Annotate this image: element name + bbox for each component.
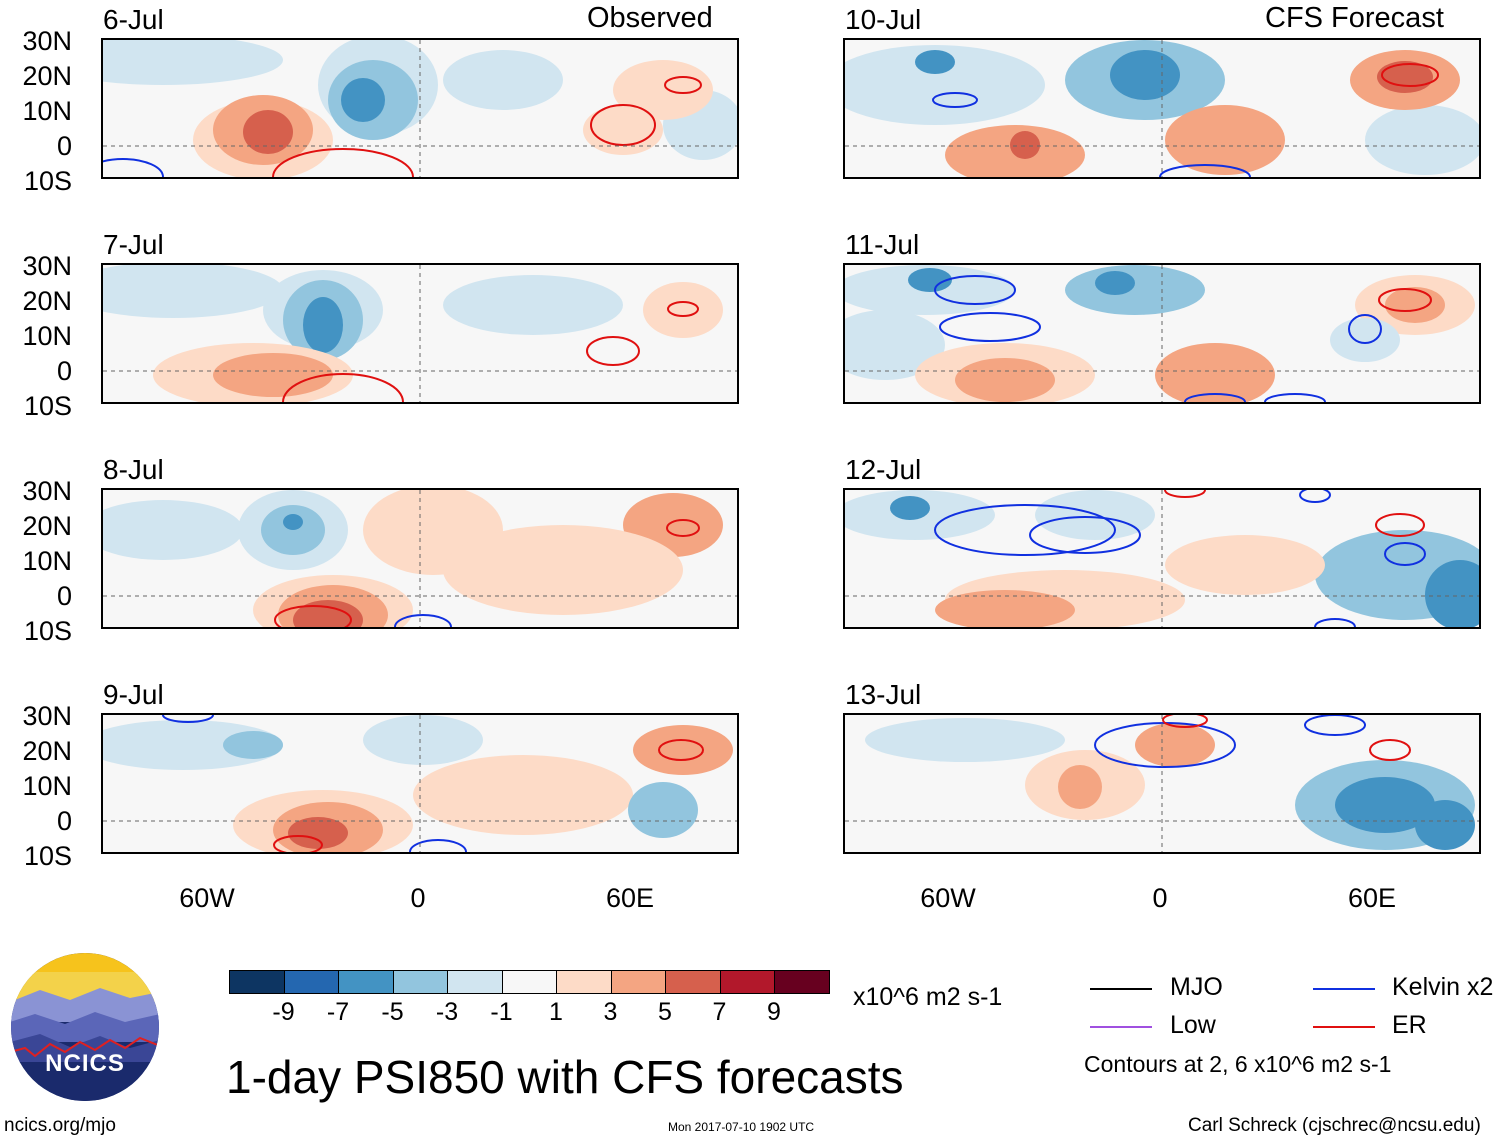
lat-label: 20N xyxy=(22,286,72,316)
lat-label: 30N xyxy=(22,701,72,731)
lon-label: 0 xyxy=(410,883,426,913)
logo-text: NCICS xyxy=(45,1050,125,1077)
colorbar-cell xyxy=(501,970,557,994)
date-label: 6-Jul xyxy=(103,4,164,35)
colorbar-tick-label: 3 xyxy=(603,998,618,1026)
lat-label: 10N xyxy=(22,321,72,351)
map-panel-observed-1 xyxy=(101,38,739,179)
lat-label: 10N xyxy=(22,771,72,801)
colorbar-tick-label: 1 xyxy=(549,998,563,1026)
lat-label: 30N xyxy=(22,26,72,56)
main-title: 1-day PSI850 with CFS forecasts xyxy=(226,1051,904,1103)
lon-label: 60E xyxy=(605,883,655,913)
legend-label-kelvin: Kelvin x2 xyxy=(1392,973,1494,1001)
colorbar-cell xyxy=(283,970,339,994)
map-panel-observed-2 xyxy=(101,263,739,404)
footer-url: ncics.org/mjo xyxy=(4,1115,116,1136)
colorbar-tick-label: 5 xyxy=(658,998,672,1026)
colorbar-tick-label: -7 xyxy=(326,998,350,1026)
date-label: 8-Jul xyxy=(103,454,164,485)
colorbar-cell xyxy=(447,970,503,994)
lat-label: 20N xyxy=(22,61,72,91)
colorbar-cell xyxy=(556,970,612,994)
footer-credit: Carl Schreck (cjschrec@ncsu.edu) xyxy=(1188,1115,1481,1136)
colorbar-cell xyxy=(392,970,448,994)
legend-line-mjo xyxy=(1090,988,1152,990)
map-panel-forecast-4 xyxy=(843,713,1481,854)
date-label: 13-Jul xyxy=(845,679,922,710)
map-panel-forecast-1 xyxy=(843,38,1481,179)
lat-label: 0 xyxy=(56,131,72,161)
lat-label: 30N xyxy=(22,251,72,281)
colorbar-tick-label: -9 xyxy=(272,998,295,1026)
lat-label: 10S xyxy=(23,841,72,871)
lon-label: 60W xyxy=(920,883,976,913)
colorbar-tick-label: -1 xyxy=(490,998,513,1026)
colorbar-units: x10^6 m2 s-1 xyxy=(853,983,1003,1011)
lat-label: 30N xyxy=(22,476,72,506)
colorbar-tick-label: -5 xyxy=(381,998,404,1026)
lat-label: 10S xyxy=(23,391,72,421)
map-panel-forecast-3 xyxy=(843,488,1481,629)
colorbar-tick-label: 7 xyxy=(712,998,727,1026)
legend-contours-note: Contours at 2, 6 x10^6 m2 s-1 xyxy=(1084,1051,1392,1077)
ncics-logo: NCICS xyxy=(10,952,160,1102)
map-panel-observed-4 xyxy=(101,713,739,854)
map-panel-forecast-2 xyxy=(843,263,1481,404)
colorbar-cell xyxy=(665,970,721,994)
map-panel-observed-3 xyxy=(101,488,739,629)
colorbar-cell xyxy=(774,970,830,994)
lat-label: 0 xyxy=(56,581,72,611)
lat-label: 0 xyxy=(56,356,72,386)
legend-line-er xyxy=(1313,1026,1375,1028)
colorbar-cell xyxy=(338,970,394,994)
legend-label-mjo: MJO xyxy=(1170,973,1223,1001)
lat-label: 10N xyxy=(22,546,72,576)
lon-label: 60E xyxy=(1347,883,1397,913)
lat-label: 10N xyxy=(22,96,72,126)
lat-label: 0 xyxy=(56,806,72,836)
date-label: 9-Jul xyxy=(103,679,164,710)
date-label: 12-Jul xyxy=(845,454,922,485)
legend-line-kelvin xyxy=(1313,988,1375,990)
legend-line-low xyxy=(1090,1026,1152,1028)
colorbar-cell xyxy=(610,970,666,994)
lat-label: 20N xyxy=(22,736,72,766)
observed-title: Observed xyxy=(587,2,713,34)
lon-label: 0 xyxy=(1152,883,1168,913)
lat-label: 10S xyxy=(23,166,72,196)
date-label: 7-Jul xyxy=(103,229,164,260)
date-label: 10-Jul xyxy=(845,4,922,35)
lat-label: 20N xyxy=(22,511,72,541)
logo-icon xyxy=(11,953,159,1101)
colorbar-tick-label: 9 xyxy=(767,998,781,1026)
lat-label: 10S xyxy=(23,616,72,646)
date-label: 11-Jul xyxy=(845,229,920,260)
colorbar-tick-label: -3 xyxy=(435,998,459,1026)
footer-timestamp: Mon 2017-07-10 1902 UTC xyxy=(668,1120,815,1134)
colorbar-cell xyxy=(229,970,285,994)
lon-label: 60W xyxy=(179,883,235,913)
legend-label-er: ER xyxy=(1392,1011,1427,1039)
forecast-title: CFS Forecast xyxy=(1265,2,1444,34)
legend-label-low: Low xyxy=(1170,1011,1216,1039)
colorbar-cell xyxy=(719,970,775,994)
